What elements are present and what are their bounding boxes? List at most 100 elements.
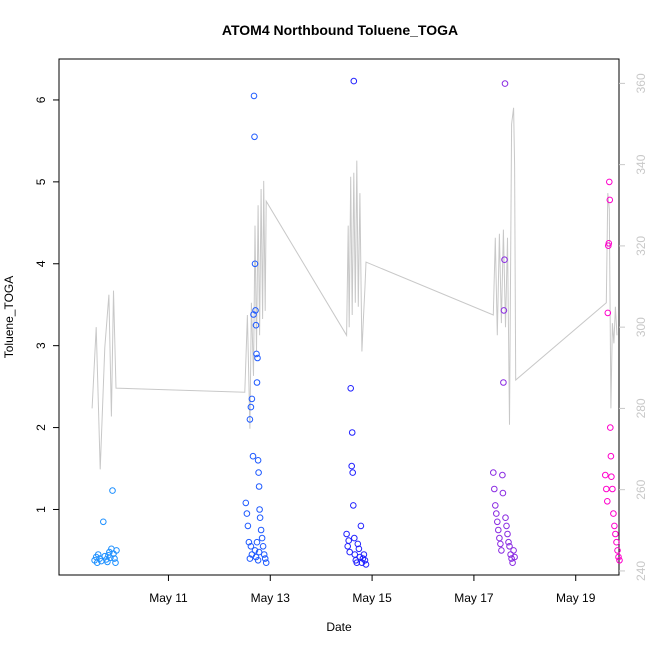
data-point-s1-11: [251, 260, 259, 268]
data-point-s4-6: [606, 178, 613, 186]
data-point-s1-16: [254, 354, 261, 362]
data-point-s2-4: [347, 385, 355, 392]
data-point-s1-30: [253, 538, 261, 546]
data-point-s2-7: [349, 469, 357, 476]
data-point-s2-9: [350, 77, 358, 85]
data-point-s3-19: [506, 543, 513, 550]
data-point-s4-15: [613, 538, 620, 546]
data-point-s3-3: [493, 510, 500, 517]
data-point-s3-4: [494, 518, 501, 526]
y2-axis: 240 260 280 300 320 340 360: [619, 73, 648, 581]
data-point-s0-17: [112, 559, 119, 567]
data-point-s1-31: [254, 557, 262, 564]
data-point-s3-7: [497, 540, 504, 548]
data-point-s1-15: [253, 379, 261, 386]
data-point-s2-2: [345, 537, 353, 544]
data-point-s2-10: [351, 534, 358, 542]
x-tick-label-4: May 19: [556, 591, 596, 605]
y2-tick-label-3: 300: [634, 317, 648, 337]
data-point-s0-14: [109, 487, 116, 494]
data-point-s2-15: [355, 545, 363, 553]
data-point-s0-16: [111, 555, 118, 562]
data-point-s1-2: [244, 522, 252, 530]
data-point-s4-1: [603, 485, 610, 493]
data-point-s3-18: [505, 538, 512, 546]
data-point-s4-0: [602, 471, 609, 479]
y-axis-label: Toluene_TOGA: [2, 276, 16, 359]
data-point-s1-23: [258, 534, 266, 542]
data-point-s1-10: [251, 133, 258, 141]
data-point-s4-14: [612, 530, 619, 538]
data-point-s0-3: [94, 551, 102, 558]
data-point-s3-12: [500, 307, 508, 314]
data-point-s3-8: [498, 547, 505, 554]
data-point-s1-26: [261, 555, 269, 562]
data-point-s1-28: [251, 547, 259, 554]
data-point-s1-35: [248, 551, 256, 558]
data-point-s0-6: [100, 518, 107, 526]
data-point-s2-17: [357, 522, 365, 530]
data-point-s3-6: [496, 534, 503, 542]
data-point-s1-22: [257, 526, 265, 534]
data-point-s3-16: [503, 522, 510, 530]
data-point-s4-11: [609, 485, 616, 493]
data-point-s4-9: [607, 452, 615, 460]
data-point-s2-8: [350, 502, 357, 509]
x-tick-label-3: May 17: [454, 591, 494, 605]
data-point-s4-8: [607, 424, 614, 431]
data-point-s4-4: [605, 242, 612, 249]
y-tick-label-3: 4: [34, 260, 48, 267]
y-tick-label-5: 6: [34, 96, 48, 103]
y2-tick-label-5: 340: [634, 154, 648, 174]
data-point-s1-9: [250, 92, 258, 100]
data-point-s2-6: [348, 429, 356, 436]
grey-line-layer: [91, 107, 618, 470]
data-point-s4-12: [610, 510, 617, 517]
data-point-s3-13: [501, 256, 508, 264]
data-point-s2-19: [359, 555, 367, 562]
y2-tick-label-1: 260: [634, 479, 648, 499]
data-point-s0-12: [107, 554, 114, 562]
data-point-s1-7: [249, 452, 257, 460]
data-point-s0-18: [113, 547, 120, 554]
data-point-s1-3: [245, 538, 253, 546]
data-point-s4-18: [616, 557, 623, 564]
chart-title: ATOM4 Northbound Toluene_TOGA: [222, 22, 458, 38]
data-point-s2-14: [354, 540, 362, 548]
y2-tick-label-0: 240: [634, 561, 648, 581]
data-point-s2-13: [353, 559, 361, 567]
data-point-s1-25: [260, 551, 268, 558]
data-point-s2-21: [361, 557, 369, 564]
data-point-s3-1: [491, 485, 498, 493]
data-point-s4-2: [604, 498, 611, 505]
data-point-s1-24: [259, 543, 267, 550]
data-point-s1-13: [252, 321, 260, 329]
data-point-s1-14: [253, 350, 260, 358]
data-point-s1-1: [243, 510, 251, 517]
data-point-s3-2: [492, 502, 499, 509]
points-layer: [91, 77, 623, 568]
data-point-s3-14: [501, 80, 509, 87]
data-point-s3-15: [502, 514, 509, 522]
data-point-s2-1: [344, 543, 352, 550]
right-axis-series-line: [91, 107, 618, 470]
data-point-s1-21: [256, 514, 264, 522]
plot-frame: [58, 58, 620, 576]
data-point-s1-12: [252, 307, 259, 314]
x-tick-label-1: May 13: [251, 591, 291, 605]
data-point-s1-27: [262, 559, 270, 567]
x-axis: May 11 May 13 May 15 May 17 May 19: [149, 575, 596, 605]
data-point-s1-19: [255, 483, 263, 490]
x-tick-label-2: May 15: [352, 591, 392, 605]
data-point-s1-32: [255, 548, 263, 556]
y2-tick-label-4: 320: [634, 236, 648, 256]
data-point-s4-10: [608, 473, 615, 481]
x-tick-label-0: May 11: [149, 591, 188, 605]
data-point-s1-34: [247, 543, 255, 550]
data-point-s1-33: [246, 555, 254, 562]
data-point-s4-16: [614, 547, 621, 554]
data-point-s2-0: [343, 530, 350, 538]
data-point-s3-22: [509, 559, 516, 567]
data-point-s1-8: [250, 311, 257, 318]
